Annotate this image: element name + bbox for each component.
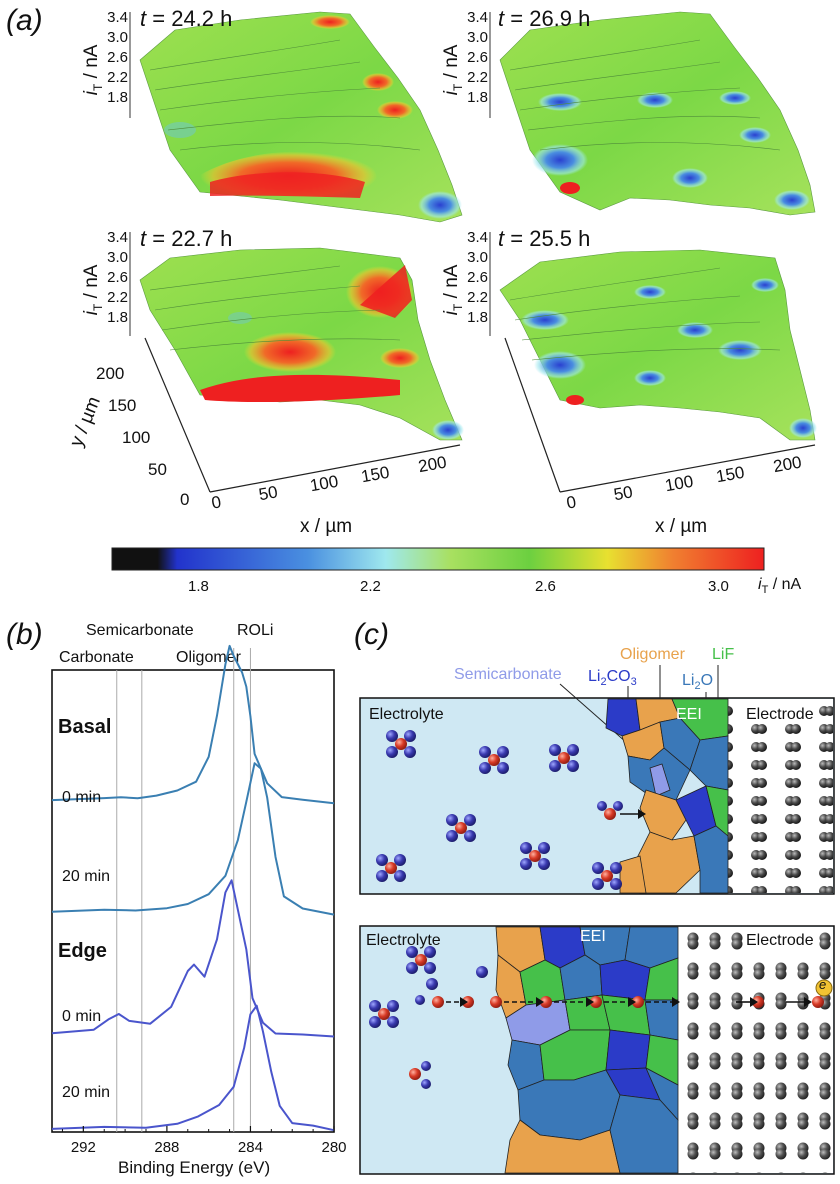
panel-c-label: (c): [354, 618, 389, 651]
trace-label: 0 min: [62, 1008, 102, 1025]
x-tick-label: 280: [321, 1139, 346, 1156]
surface-plot-2: [489, 11, 816, 216]
label-electrode-bottom: Electrode: [744, 932, 816, 950]
trace-label: 0 min: [62, 789, 102, 806]
z-tick: 2.6: [467, 269, 488, 286]
surface-title-3: t = 22.7 h: [140, 226, 233, 251]
solvated-ion: [369, 1000, 399, 1028]
surface-plot-4: [489, 232, 817, 441]
label-oligomer: Oligomer: [620, 646, 685, 663]
label-eei-top: EEI: [676, 706, 702, 723]
xps-top-label-roli: ROLi: [237, 622, 274, 639]
xps-label-carbonate: Carbonate: [59, 649, 134, 666]
x-axis-title-right: x / µm: [655, 516, 708, 537]
axes-3d-right: [504, 337, 816, 493]
z-tick: 3.4: [467, 229, 488, 246]
diagram-edge: [359, 925, 835, 1175]
y-tick: 0: [180, 490, 190, 509]
z-tick: 2.2: [467, 69, 488, 86]
z-tick: 2.2: [107, 69, 128, 86]
axes-3d-left: [144, 337, 461, 493]
xps-label-oligomer: Oligomer: [176, 649, 241, 666]
colorbar-tick: 3.0: [708, 578, 729, 595]
xps-x-axis-title: Binding Energy (eV): [118, 1158, 271, 1177]
y-tick: 200: [96, 364, 125, 383]
x-tick-label: 284: [238, 1139, 263, 1156]
z-tick: 3.4: [107, 229, 128, 246]
solvated-ion: [549, 744, 579, 772]
colorbar-tick: 1.8: [188, 578, 209, 595]
z-tick: 1.8: [467, 309, 488, 326]
trace-label: 20 min: [62, 1084, 111, 1101]
colorbar: [111, 547, 765, 571]
x-axis-title-left: x / µm: [300, 516, 353, 537]
surface-title-2: t = 26.9 h: [498, 6, 591, 31]
trace-label: 20 min: [62, 868, 111, 885]
z-tick: 3.4: [467, 9, 488, 26]
label-electron: e: [819, 977, 827, 992]
solvated-ion: [376, 854, 406, 882]
z-tick: 3.0: [107, 29, 128, 46]
z-tick: 1.8: [107, 309, 128, 326]
surface-plot-1: [129, 11, 463, 223]
y-tick: 50: [148, 460, 167, 479]
z-tick: 2.2: [107, 289, 128, 306]
surface-title-1: t = 24.2 h: [140, 6, 233, 31]
xps-series-line: [51, 644, 335, 805]
label-li2co3: Li2CO3: [588, 668, 637, 689]
solvated-ion: [592, 862, 622, 890]
solvated-ion: [406, 946, 436, 974]
z-ticks-4: 3.4 3.0 2.6 2.2 1.8: [456, 228, 488, 328]
z-ticks-1: 3.4 3.0 2.6 2.2 1.8: [96, 8, 128, 108]
group-label-basal: Basal: [58, 716, 112, 738]
z-ticks-2: 3.4 3.0 2.6 2.2 1.8: [456, 8, 488, 108]
z-tick: 3.0: [467, 249, 488, 266]
label-li2o: Li2O: [682, 672, 714, 693]
z-tick: 2.6: [107, 49, 128, 66]
xps-top-label-semicarbonate: Semicarbonate: [86, 622, 194, 639]
colorbar-tick: 2.2: [360, 578, 381, 595]
xps-series-line: [51, 1004, 335, 1132]
z-tick: 1.8: [107, 89, 128, 106]
colorbar-tick: 2.6: [535, 578, 556, 595]
label-semicarbonate: Semicarbonate: [454, 666, 562, 683]
z-tick: 1.8: [467, 89, 488, 106]
label-electrolyte-bottom: Electrolyte: [366, 932, 441, 949]
x-tick-label: 288: [154, 1139, 179, 1156]
solvated-ion: [446, 814, 476, 842]
label-lif: LiF: [712, 646, 735, 663]
solvated-ion: [479, 746, 509, 774]
diagram-basal: [359, 665, 835, 895]
panel-b-label: (b): [6, 618, 43, 651]
x-tick-label: 292: [71, 1139, 96, 1156]
colorbar-label: iT / nA: [758, 576, 802, 597]
z-tick: 3.0: [107, 249, 128, 266]
y-tick: 100: [122, 428, 151, 447]
electron-icon: [815, 979, 833, 997]
panel-a-label: (a): [6, 4, 43, 37]
z-tick: 2.6: [107, 269, 128, 286]
group-label-edge: Edge: [58, 940, 107, 962]
y-tick: 150: [108, 396, 137, 415]
z-tick: 2.2: [467, 289, 488, 306]
z-ticks-3: 3.4 3.0 2.6 2.2 1.8: [96, 228, 128, 328]
xps-series-line: [51, 762, 335, 916]
z-tick: 3.0: [467, 29, 488, 46]
z-tick: 3.4: [107, 9, 128, 26]
label-eei-bottom: EEI: [580, 928, 606, 945]
surface-plot-3: [129, 232, 464, 441]
solvated-ion: [386, 730, 416, 758]
z-tick: 2.6: [467, 49, 488, 66]
label-electrolyte-top: Electrolyte: [369, 706, 444, 723]
xps-series-line: [51, 879, 335, 1038]
panel-a-figure: [111, 11, 817, 571]
solvated-ion: [520, 842, 550, 870]
label-electrode-top: Electrode: [744, 706, 816, 724]
surface-title-4: t = 25.5 h: [498, 226, 591, 251]
